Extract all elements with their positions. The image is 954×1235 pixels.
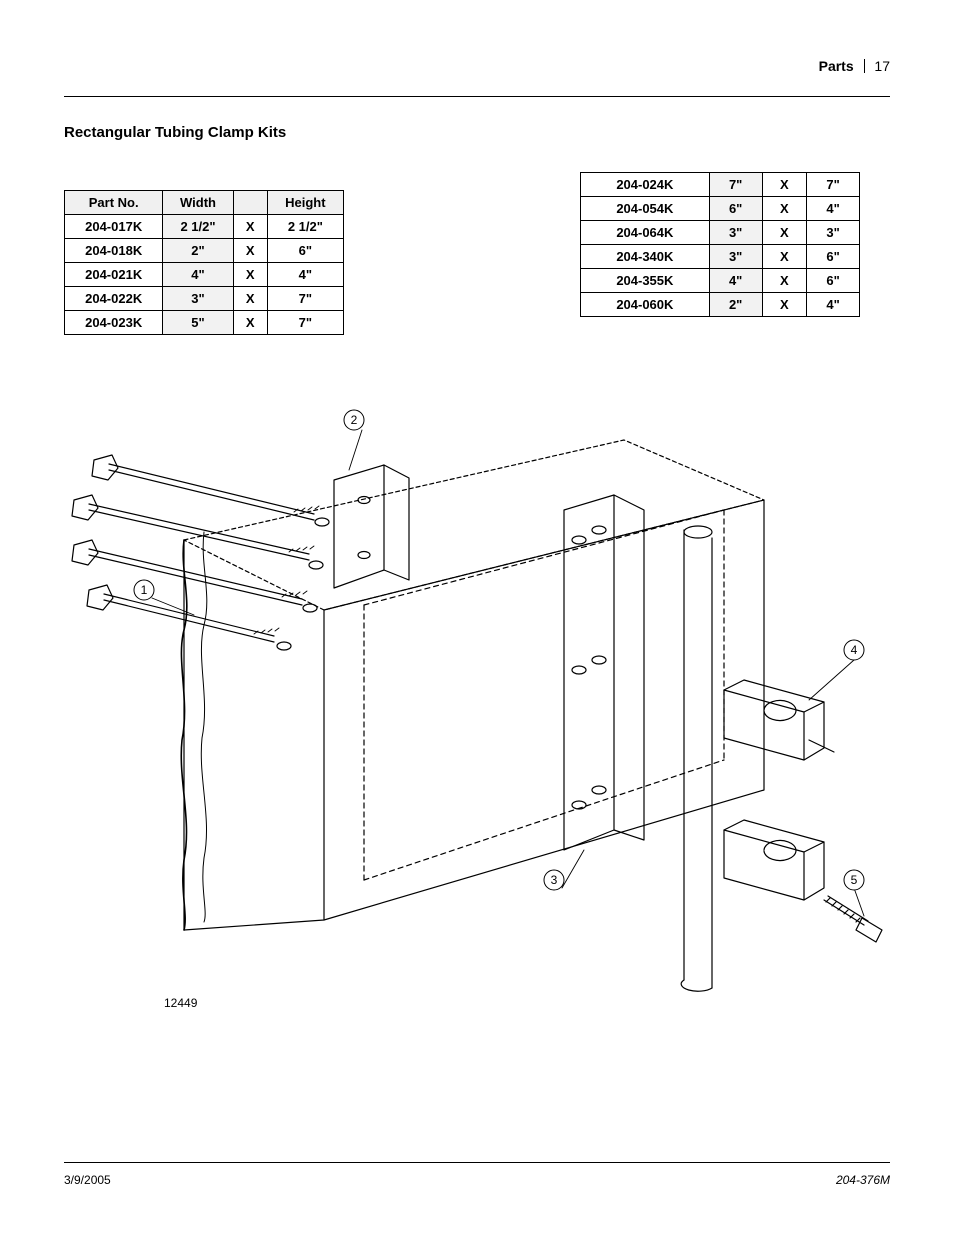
drawing-number: 12449 xyxy=(164,996,197,1010)
table-row: 204-022K3"X7" xyxy=(65,287,344,311)
table-cell: 6" xyxy=(807,245,860,269)
table-cell: X xyxy=(762,173,807,197)
table-cell: X xyxy=(233,311,267,335)
callout-leaders xyxy=(152,430,864,916)
table-cell: 2 1/2" xyxy=(267,215,343,239)
table-cell: 3" xyxy=(807,221,860,245)
header-page-number: 17 xyxy=(874,58,890,74)
table-row: 204-060K2"X4" xyxy=(581,293,860,317)
table-cell: X xyxy=(762,269,807,293)
table-cell: 4" xyxy=(709,269,762,293)
table-cell: X xyxy=(233,287,267,311)
table-cell: X xyxy=(233,215,267,239)
page-header: Parts 17 xyxy=(819,58,890,74)
table-cell: 6" xyxy=(267,239,343,263)
table-row: 204-021K4"X4" xyxy=(65,263,344,287)
table-cell: 204-022K xyxy=(65,287,163,311)
table-cell: X xyxy=(233,263,267,287)
threaded-stud xyxy=(824,896,882,942)
table-cell: 7" xyxy=(709,173,762,197)
round-bar xyxy=(681,526,712,991)
table-cell: 6" xyxy=(807,269,860,293)
footer-rule xyxy=(64,1162,890,1163)
table-cell: 4" xyxy=(807,293,860,317)
table-cell: 4" xyxy=(807,197,860,221)
table-row: 204-355K4"X6" xyxy=(581,269,860,293)
header-rule xyxy=(64,96,890,97)
callout-number: 5 xyxy=(851,873,858,887)
col-partno: Part No. xyxy=(65,191,163,215)
table-cell: 3" xyxy=(163,287,233,311)
footer-date: 3/9/2005 xyxy=(64,1173,111,1187)
table-cell: X xyxy=(762,197,807,221)
table-cell: 4" xyxy=(267,263,343,287)
table-cell: 2" xyxy=(163,239,233,263)
col-x xyxy=(233,191,267,215)
table-cell: 204-060K xyxy=(581,293,710,317)
callout-number: 1 xyxy=(141,583,148,597)
table-cell: 204-023K xyxy=(65,311,163,335)
page: Parts 17 Rectangular Tubing Clamp Kits P… xyxy=(0,0,954,1235)
exploded-diagram: 12345 12449 xyxy=(64,360,890,1000)
table-cell: 2" xyxy=(709,293,762,317)
callout-number: 4 xyxy=(851,643,858,657)
table-row: 204-023K5"X7" xyxy=(65,311,344,335)
table-cell: 204-054K xyxy=(581,197,710,221)
top-clamp-plate xyxy=(334,465,409,588)
diagram-svg: 1 2 3 4 5 xyxy=(64,360,890,1000)
tube-body xyxy=(181,440,764,930)
table-cell: 204-355K xyxy=(581,269,710,293)
table-cell: 6" xyxy=(709,197,762,221)
table-cell: 7" xyxy=(267,287,343,311)
table-cell: 204-024K xyxy=(581,173,710,197)
table-cell: 7" xyxy=(267,311,343,335)
table-row: 204-024K7"X7" xyxy=(581,173,860,197)
bolts xyxy=(72,455,329,650)
footer-docnum: 204-376M xyxy=(836,1173,890,1187)
table-cell: 204-017K xyxy=(65,215,163,239)
parts-table-left: Part No. Width Height 204-017K2 1/2"X2 1… xyxy=(64,190,344,335)
table-cell: 204-340K xyxy=(581,245,710,269)
table-row: 204-017K2 1/2"X2 1/2" xyxy=(65,215,344,239)
table-cell: X xyxy=(762,245,807,269)
table-cell: 204-064K xyxy=(581,221,710,245)
table-header-row: Part No. Width Height xyxy=(65,191,344,215)
col-width: Width xyxy=(163,191,233,215)
table-cell: 3" xyxy=(709,221,762,245)
table-cell: 5" xyxy=(163,311,233,335)
table-cell: 2 1/2" xyxy=(163,215,233,239)
table-cell: 3" xyxy=(709,245,762,269)
header-divider xyxy=(864,59,865,73)
parts-table-right: 204-024K7"X7"204-054K6"X4"204-064K3"X3"2… xyxy=(580,172,860,317)
table-row: 204-064K3"X3" xyxy=(581,221,860,245)
table-cell: X xyxy=(233,239,267,263)
front-clamp-plate xyxy=(564,495,644,850)
table-cell: 4" xyxy=(163,263,233,287)
table-cell: X xyxy=(762,293,807,317)
table-row: 204-340K3"X6" xyxy=(581,245,860,269)
callout-number: 2 xyxy=(351,413,358,427)
table-cell: X xyxy=(762,221,807,245)
callout-number: 3 xyxy=(551,873,558,887)
table-cell: 7" xyxy=(807,173,860,197)
table-row: 204-054K6"X4" xyxy=(581,197,860,221)
col-height: Height xyxy=(267,191,343,215)
table-cell: 204-021K xyxy=(65,263,163,287)
table-cell: 204-018K xyxy=(65,239,163,263)
table-row: 204-018K2"X6" xyxy=(65,239,344,263)
section-title: Rectangular Tubing Clamp Kits xyxy=(64,124,286,141)
header-section: Parts xyxy=(819,58,854,74)
